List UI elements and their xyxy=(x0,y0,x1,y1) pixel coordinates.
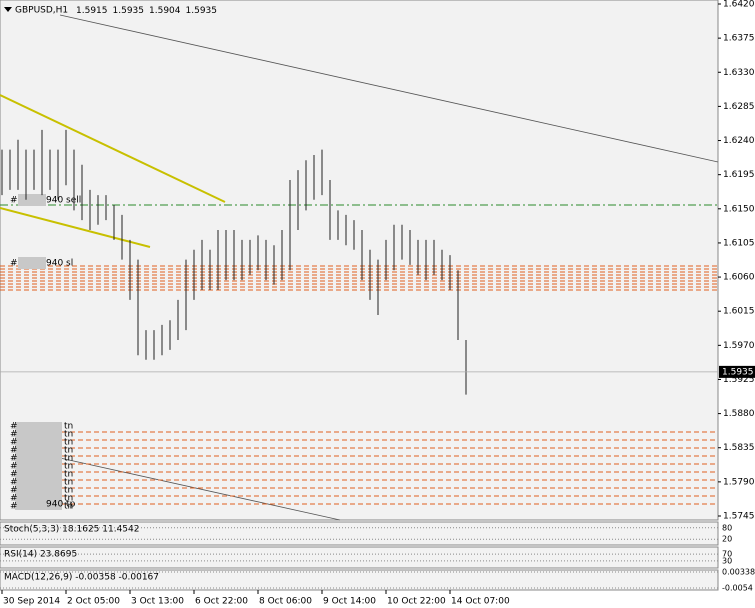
quote-value: 1.5904 xyxy=(149,6,181,16)
order-label: # xyxy=(10,502,18,512)
order-label: # xyxy=(10,494,18,504)
y-tick-label: 1.6015 xyxy=(723,307,755,317)
indicator-tick-label: 20 xyxy=(722,535,732,544)
x-tick-label: 9 Oct 14:00 xyxy=(323,597,376,607)
trendline xyxy=(59,457,341,521)
x-tick-label: 14 Oct 07:00 xyxy=(451,597,510,607)
indicator-tick-label: 80 xyxy=(722,523,732,532)
order-label: # xyxy=(10,438,18,448)
order-label: tn xyxy=(64,486,73,496)
trendline xyxy=(59,14,719,163)
order-label: # xyxy=(10,196,18,206)
y-tick-label: 1.6285 xyxy=(723,102,755,112)
x-tick-label: 10 Oct 22:00 xyxy=(387,597,446,607)
order-label: tn xyxy=(64,502,73,512)
order-label: tn xyxy=(64,422,73,432)
macd-panel xyxy=(0,569,719,591)
order-label: # xyxy=(10,454,18,464)
x-tick-label: 6 Oct 22:00 xyxy=(195,597,248,607)
main-panel xyxy=(0,0,719,521)
order-label: 940 sl xyxy=(46,259,73,269)
y-tick-label: 1.6330 xyxy=(723,68,755,78)
indicator-tick-label: 70 xyxy=(722,550,732,559)
y-tick-label: 1.6375 xyxy=(723,34,755,44)
last-price-box xyxy=(719,365,755,378)
x-tick-label: 30 Sep 2014 xyxy=(3,597,60,607)
x-tick-label: 8 Oct 06:00 xyxy=(259,597,312,607)
order-label: # xyxy=(10,470,18,480)
order-label: tn xyxy=(64,446,73,456)
rsi-panel xyxy=(0,546,719,569)
y-tick-label: 1.6060 xyxy=(723,273,755,283)
last-price-label: 1.5935 xyxy=(722,367,754,377)
channel-line xyxy=(0,207,151,248)
order-label: tn xyxy=(64,438,73,448)
y-tick-label: 1.6195 xyxy=(723,170,755,180)
y-tick-label: 1.5925 xyxy=(723,375,755,385)
quote-value: 1.5935 xyxy=(186,6,218,16)
indicator-tick-label: 0.00338 xyxy=(722,568,755,577)
y-tick-label: 1.6420 xyxy=(723,0,755,10)
stoch-panel xyxy=(0,521,719,546)
quote-value: 1.5935 xyxy=(113,6,145,16)
label-block xyxy=(18,257,46,269)
order-label: # xyxy=(10,486,18,496)
channel-line xyxy=(0,94,226,203)
y-tick-label: 1.6150 xyxy=(723,204,755,214)
label-block xyxy=(15,422,62,510)
menu-arrow[interactable] xyxy=(4,7,12,12)
y-tick-label: 1.5880 xyxy=(723,409,755,419)
indicator-tick-label: 30 xyxy=(722,556,732,565)
indicator-label: Stoch(5,3,3) 18.1625 11.4542 xyxy=(4,525,139,535)
order-label: tn xyxy=(64,430,73,440)
y-tick-label: 1.6105 xyxy=(723,238,755,248)
order-label: # xyxy=(10,446,18,456)
x-tick-label: 2 Oct 05:00 xyxy=(67,597,120,607)
x-tick-label: 3 Oct 13:00 xyxy=(131,597,184,607)
indicator-tick-label: -0.0054 xyxy=(722,584,753,593)
y-tick-label: 1.5835 xyxy=(723,443,755,453)
order-label: tn xyxy=(64,494,73,504)
order-label: 940 tp xyxy=(46,500,76,510)
order-label: # xyxy=(10,478,18,488)
quote-value: 1.5915 xyxy=(76,6,108,16)
y-tick-label: 1.5970 xyxy=(723,341,755,351)
indicator-label: MACD(12,26,9) -0.00358 -0.00167 xyxy=(4,573,159,583)
label-block xyxy=(18,194,46,206)
order-label: tn xyxy=(64,454,73,464)
order-levels xyxy=(0,265,718,505)
y-tick-label: 1.5745 xyxy=(723,512,755,522)
order-label: # xyxy=(10,422,18,432)
order-label: tn xyxy=(64,478,73,488)
y-tick-label: 1.5790 xyxy=(723,477,755,487)
order-label: # xyxy=(10,430,18,440)
symbol-title: GBPUSD,H1 xyxy=(15,6,68,16)
order-label: tn xyxy=(64,462,73,472)
quote: 1.5915 1.5935 1.5904 1.5935 xyxy=(76,6,217,16)
y-tick-label: 1.6240 xyxy=(723,136,755,146)
order-label: # xyxy=(10,462,18,472)
indicator-label: RSI(14) 23.8695 xyxy=(4,550,77,560)
order-label: tn xyxy=(64,470,73,480)
order-label: 940 sell xyxy=(46,196,81,206)
order-label: # xyxy=(10,259,18,269)
